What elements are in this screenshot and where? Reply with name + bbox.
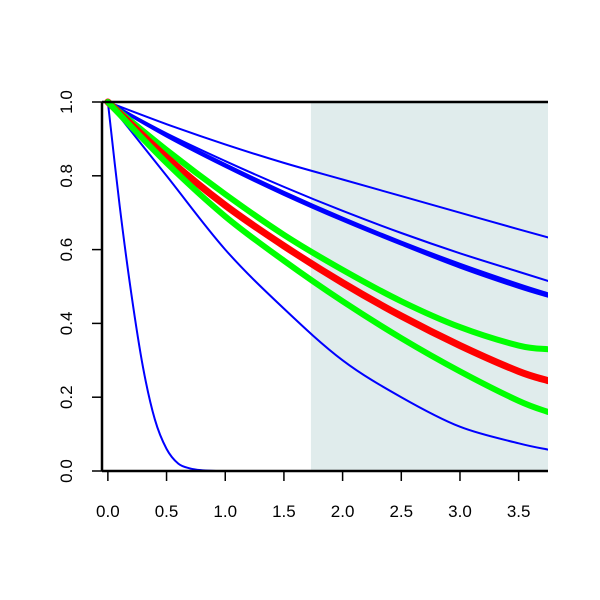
axes: 0.0 0.5 1.0 1.5 2.0 2.5 3.0 3.5 0.0 0.2 0.4 0.6 0.8 1…	[57, 90, 548, 521]
series-line-2	[106, 101, 548, 451]
series-line-9	[104, 99, 548, 415]
x-tick-label: 2.0	[331, 502, 355, 521]
y-tick-label: 0.6	[57, 238, 76, 262]
x-tick-label: 0.5	[155, 502, 179, 521]
x-tick-label: 1.0	[213, 502, 237, 521]
y-tick-label: 0.2	[57, 385, 76, 409]
x-tick-label: 0.0	[96, 502, 120, 521]
y-tick-label: 1.0	[57, 90, 76, 114]
x-tick-label: 3.5	[507, 502, 531, 521]
series-line-3	[106, 101, 548, 239]
y-tick-label: 0.4	[57, 312, 76, 336]
series-line-6	[106, 100, 548, 298]
series-layer	[104, 98, 548, 473]
series-line-4	[106, 101, 548, 282]
x-tick-label: 2.5	[389, 502, 413, 521]
y-tick-label: 0.8	[57, 164, 76, 188]
series-line-8	[104, 98, 548, 385]
series-line-7	[104, 99, 548, 353]
x-tick-label: 3.0	[448, 502, 472, 521]
y-tick-label: 0.0	[57, 459, 76, 483]
x-tick-label: 1.5	[272, 502, 296, 521]
